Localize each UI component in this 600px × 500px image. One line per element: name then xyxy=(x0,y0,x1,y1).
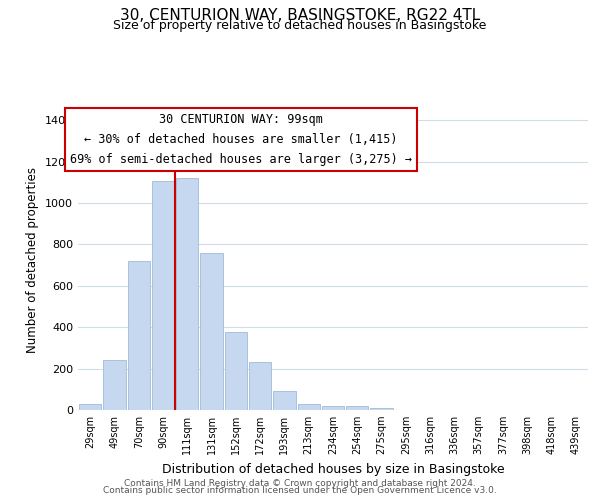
X-axis label: Distribution of detached houses by size in Basingstoke: Distribution of detached houses by size … xyxy=(161,462,505,475)
Bar xyxy=(370,408,393,410)
Bar xyxy=(200,253,223,410)
Text: Size of property relative to detached houses in Basingstoke: Size of property relative to detached ho… xyxy=(113,19,487,32)
Bar xyxy=(128,261,150,410)
Bar xyxy=(176,178,199,410)
Bar xyxy=(346,406,368,410)
Bar xyxy=(79,404,101,410)
Text: 30 CENTURION WAY: 99sqm
← 30% of detached houses are smaller (1,415)
69% of semi: 30 CENTURION WAY: 99sqm ← 30% of detache… xyxy=(70,113,412,166)
Bar xyxy=(322,406,344,410)
Bar xyxy=(224,332,247,410)
Bar xyxy=(273,392,296,410)
Bar xyxy=(298,404,320,410)
Text: Contains public sector information licensed under the Open Government Licence v3: Contains public sector information licen… xyxy=(103,486,497,495)
Y-axis label: Number of detached properties: Number of detached properties xyxy=(26,167,40,353)
Text: 30, CENTURION WAY, BASINGSTOKE, RG22 4TL: 30, CENTURION WAY, BASINGSTOKE, RG22 4TL xyxy=(120,8,480,22)
Text: Contains HM Land Registry data © Crown copyright and database right 2024.: Contains HM Land Registry data © Crown c… xyxy=(124,478,476,488)
Bar xyxy=(249,362,271,410)
Bar xyxy=(103,360,125,410)
Bar xyxy=(152,182,174,410)
